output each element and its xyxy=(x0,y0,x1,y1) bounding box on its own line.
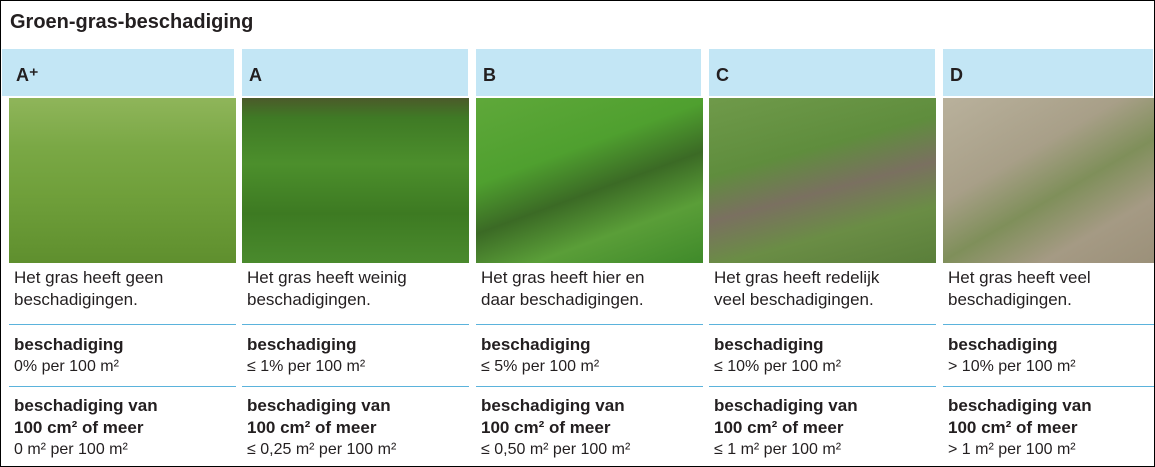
description: Het gras heeft weinig xyxy=(247,267,407,288)
divider xyxy=(943,324,1155,325)
large-damage-value: 0 m² per 100 m² xyxy=(14,439,128,460)
divider xyxy=(476,386,703,387)
description: Het gras heeft hier en xyxy=(481,267,644,288)
grade-label: A xyxy=(249,65,262,86)
large-damage-label: beschadiging van xyxy=(714,395,858,416)
damage-label: beschadiging xyxy=(948,334,1058,355)
column-gap xyxy=(468,49,476,96)
description: beschadigingen. xyxy=(247,289,371,310)
description: Het gras heeft redelijk xyxy=(714,267,879,288)
large-damage-value: ≤ 0,50 m² per 100 m² xyxy=(481,439,630,460)
divider xyxy=(242,386,469,387)
column-gap xyxy=(935,49,943,96)
damage-value: ≤ 5% per 100 m² xyxy=(481,356,599,377)
large-damage-label: beschadiging van xyxy=(14,395,158,416)
large-damage-label: beschadiging van xyxy=(948,395,1092,416)
large-damage-label: 100 cm² of meer xyxy=(481,417,610,438)
divider xyxy=(242,324,469,325)
divider xyxy=(9,386,236,387)
grass-photo xyxy=(476,98,703,263)
grade-label: B xyxy=(483,65,496,86)
grass-photo xyxy=(709,98,936,263)
description: beschadigingen. xyxy=(14,289,138,310)
damage-value: > 10% per 100 m² xyxy=(948,356,1076,377)
damage-value: 0% per 100 m² xyxy=(14,356,119,377)
grade-label: C xyxy=(716,65,729,86)
large-damage-value: ≤ 1 m² per 100 m² xyxy=(714,439,841,460)
large-damage-label: 100 cm² of meer xyxy=(714,417,843,438)
damage-value: ≤ 10% per 100 m² xyxy=(714,356,841,377)
divider xyxy=(709,324,936,325)
large-damage-label: beschadiging van xyxy=(481,395,625,416)
damage-label: beschadiging xyxy=(481,334,591,355)
divider xyxy=(9,324,236,325)
divider xyxy=(943,386,1155,387)
description: Het gras heeft veel xyxy=(948,267,1091,288)
damage-value: ≤ 1% per 100 m² xyxy=(247,356,365,377)
grade-label: A⁺ xyxy=(16,65,39,86)
large-damage-label: 100 cm² of meer xyxy=(247,417,376,438)
grass-photo xyxy=(9,98,236,263)
column-gap xyxy=(234,49,242,96)
grass-photo xyxy=(242,98,469,263)
divider xyxy=(476,324,703,325)
grass-photo xyxy=(943,98,1155,263)
description: veel beschadigingen. xyxy=(714,289,874,310)
damage-label: beschadiging xyxy=(714,334,824,355)
grade-label: D xyxy=(950,65,963,86)
large-damage-value: > 1 m² per 100 m² xyxy=(948,439,1076,460)
large-damage-label: beschadiging van xyxy=(247,395,391,416)
large-damage-label: 100 cm² of meer xyxy=(948,417,1077,438)
damage-label: beschadiging xyxy=(14,334,124,355)
column-gap xyxy=(701,49,709,96)
damage-label: beschadiging xyxy=(247,334,357,355)
description: Het gras heeft geen xyxy=(14,267,163,288)
large-damage-value: ≤ 0,25 m² per 100 m² xyxy=(247,439,396,460)
description: beschadigingen. xyxy=(948,289,1072,310)
page: Groen-gras-beschadiging A⁺ Het gras heeft… xyxy=(0,0,1155,467)
description: daar beschadigingen. xyxy=(481,289,644,310)
title: Groen-gras-beschadiging xyxy=(10,11,253,34)
large-damage-label: 100 cm² of meer xyxy=(14,417,143,438)
divider xyxy=(709,386,936,387)
